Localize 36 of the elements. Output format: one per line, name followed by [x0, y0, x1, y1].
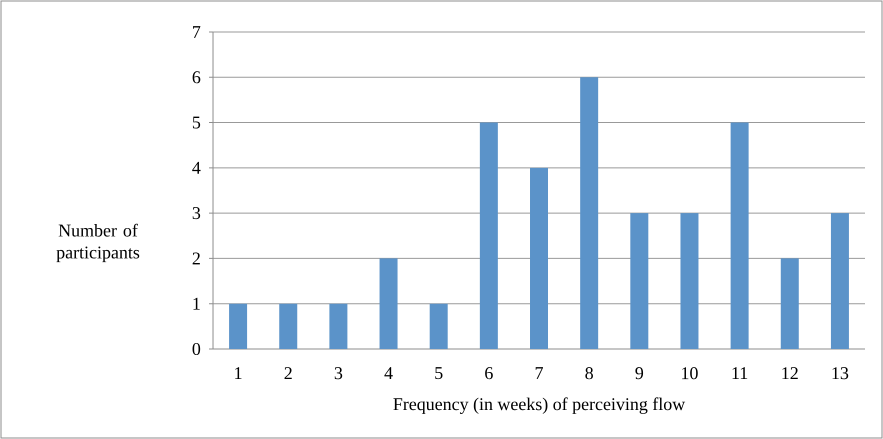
- bar: [279, 304, 298, 349]
- y-tick-label: 5: [192, 116, 200, 129]
- x-tick-label: 2: [284, 367, 292, 380]
- x-tick-label: 10: [682, 367, 698, 380]
- bar: [530, 168, 548, 349]
- y-tick-label: 6: [192, 71, 200, 84]
- y-tick-label: 7: [193, 26, 200, 38]
- x-tick-label: 12: [782, 367, 798, 380]
- bar: [680, 213, 698, 349]
- x-axis-title: Frequency (in weeks) of perceiving flow: [393, 397, 686, 414]
- y-tick-label: 3: [192, 207, 200, 220]
- y-axis-title: Number of participants: [56, 224, 140, 262]
- bar: [780, 258, 799, 349]
- x-tick-label: 7: [536, 367, 543, 379]
- bar: [630, 213, 648, 349]
- x-tick-label: 9: [635, 367, 644, 380]
- x-tick-label: 11: [732, 367, 748, 379]
- y-tick-label: 4: [192, 162, 201, 174]
- bar: [730, 122, 749, 349]
- y-tick-label: 1: [193, 298, 200, 310]
- bar: [329, 304, 348, 349]
- x-tick-label: 1: [235, 367, 242, 379]
- x-tick-label: 3: [334, 367, 342, 380]
- bar: [380, 258, 398, 349]
- x-tick-label: 8: [585, 367, 593, 380]
- bar: [229, 304, 248, 349]
- bar: [580, 77, 598, 349]
- bar: [480, 122, 498, 349]
- x-tick-label: 4: [384, 367, 393, 379]
- bar: [430, 304, 448, 349]
- x-tick-label: 6: [485, 367, 493, 380]
- x-tick-label: 5: [435, 367, 442, 380]
- x-tick-label: 13: [832, 367, 848, 380]
- bar: [830, 213, 849, 349]
- y-tick-label: 0: [192, 342, 200, 356]
- y-tick-label: 2: [192, 252, 200, 264]
